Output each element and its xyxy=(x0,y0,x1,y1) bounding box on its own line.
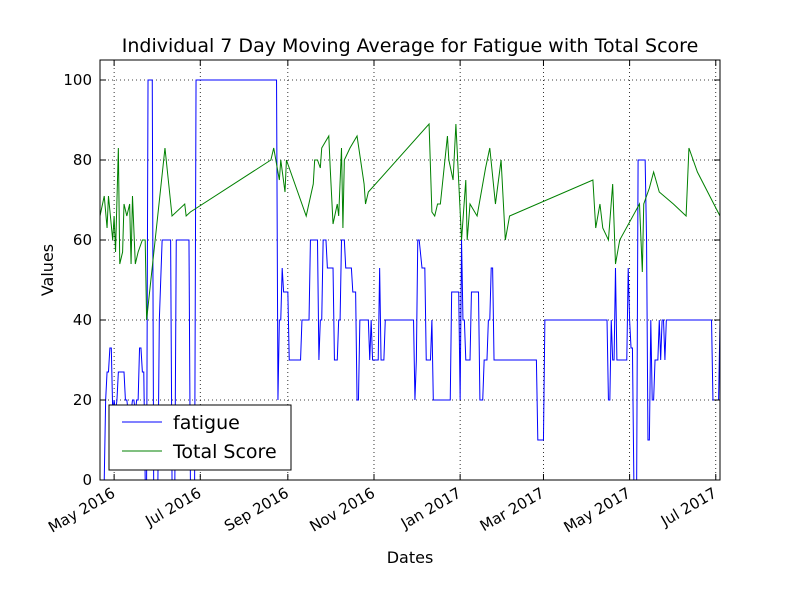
x-tick-label: Mar 2017 xyxy=(477,484,548,535)
chart-title: Individual 7 Day Moving Average for Fati… xyxy=(122,35,699,57)
series-line-total-score xyxy=(99,122,721,321)
legend-box xyxy=(108,404,292,471)
legend: fatigue Total Score xyxy=(108,404,292,471)
x-tick-label: May 2017 xyxy=(561,484,634,537)
y-tick-label: 60 xyxy=(73,231,92,249)
y-tick-label: 20 xyxy=(73,391,92,409)
x-tick-label: Jul 2017 xyxy=(657,484,720,531)
y-tick-label: 100 xyxy=(63,71,92,89)
y-axis-label: Values xyxy=(38,244,57,296)
y-tick-label: 40 xyxy=(73,311,92,329)
series-layer xyxy=(99,79,721,481)
legend-label-total-score: Total Score xyxy=(172,441,277,463)
x-tick-label: May 2016 xyxy=(45,484,118,537)
legend-label-fatigue: fatigue xyxy=(173,412,240,434)
plot-frame xyxy=(99,59,721,481)
x-axis-label: Dates xyxy=(387,548,434,567)
x-tick-label: Sep 2016 xyxy=(221,484,292,535)
y-tick-label: 0 xyxy=(82,471,92,489)
x-tick-label: Nov 2016 xyxy=(306,484,378,536)
x-tick-label: Jan 2017 xyxy=(397,484,464,533)
x-tick-label: Jul 2016 xyxy=(142,484,205,531)
y-tick-label: 80 xyxy=(73,151,92,169)
